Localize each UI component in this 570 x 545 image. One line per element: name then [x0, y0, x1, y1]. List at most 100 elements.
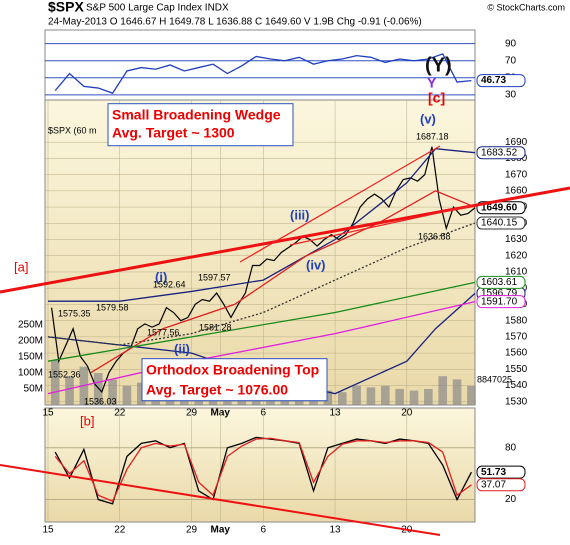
- series-line: [54, 437, 472, 503]
- symbol: $SPX: [48, 0, 84, 15]
- volume-bar: [323, 390, 333, 405]
- annotation: (Y): [425, 54, 452, 76]
- volume-bar: [108, 379, 117, 405]
- volume-tick-label: 200M: [18, 336, 43, 347]
- y-tick-label: 90: [505, 38, 517, 49]
- y-tick-label: 80: [505, 442, 517, 453]
- volume-end-label: 8847025: [477, 374, 512, 384]
- quote: 24-May-2013 O 1646.67 H 1649.78 L 1636.8…: [48, 17, 422, 28]
- y-tick-label: 1660: [505, 185, 528, 196]
- y-tick-label: 1580: [505, 315, 528, 326]
- end-label: 1640.15: [481, 218, 518, 229]
- volume-tick-label: 150M: [18, 352, 43, 363]
- end-label-box: [476, 295, 526, 309]
- annotation: Orthodox Broadening Top: [146, 362, 319, 378]
- series-line: [50, 146, 476, 394]
- annotation: [c]: [428, 90, 445, 106]
- annotation: 1575.35: [58, 308, 91, 318]
- x-tick-label: 6: [261, 525, 267, 536]
- x-tick-label: 29: [186, 525, 198, 536]
- annotation: 1577.56: [147, 327, 180, 337]
- annotation: 1552.36: [48, 369, 81, 379]
- annotation-box: [107, 103, 294, 147]
- series-line: [48, 147, 476, 302]
- annotation: $SPX (60 m: [48, 125, 97, 135]
- y-tick-label: 1540: [505, 380, 528, 391]
- volume-bar: [93, 372, 103, 405]
- annotation: Avg. Target ~ 1300: [112, 125, 235, 141]
- annotation: 1581.28: [199, 322, 232, 332]
- end-label-box: [476, 275, 526, 289]
- y-tick-label: 70: [505, 55, 517, 66]
- y-tick-label: 1690: [505, 137, 528, 148]
- series-line: [54, 53, 472, 94]
- annotation: 1687.18: [416, 131, 449, 141]
- volume-bar: [136, 382, 146, 405]
- volume-bar: [50, 360, 60, 405]
- annotation: 1536.03: [84, 396, 117, 406]
- volume-bar: [424, 388, 433, 405]
- x-tick-label: May: [211, 525, 231, 536]
- annotation-box: [141, 358, 328, 402]
- end-label: 51.73: [481, 467, 506, 478]
- volume-tick-label: 250M: [18, 320, 43, 331]
- volume-bar: [409, 390, 419, 405]
- annotation: (iv): [306, 257, 326, 272]
- annotation: 1636.88: [418, 231, 451, 241]
- watermark: © StockCharts.com: [487, 2, 565, 12]
- volume-bar: [395, 388, 404, 405]
- x-tick-label: 22: [114, 525, 126, 536]
- end-label-box: [476, 478, 526, 492]
- annotation: Small Broadening Wedge: [112, 107, 281, 123]
- y-tick-label: 1530: [505, 396, 528, 407]
- end-label: 1591.70: [481, 296, 518, 307]
- trendline: [239, 145, 441, 263]
- y-tick-label: 30: [505, 90, 517, 101]
- y-tick-label: 1610: [505, 267, 528, 278]
- x-tick-label: 15: [42, 525, 54, 536]
- trendline: [289, 204, 476, 246]
- end-label: 1683.52: [481, 147, 518, 158]
- end-label: 1649.60: [481, 202, 518, 213]
- volume-bar: [467, 385, 476, 405]
- y-tick-label: 1560: [505, 348, 528, 359]
- y-tick-label: 1670: [505, 169, 528, 180]
- volume-bar: [366, 387, 376, 405]
- series-line: [47, 301, 476, 395]
- annotation: (ii): [174, 341, 190, 356]
- annotation: Y: [427, 75, 437, 91]
- end-label-box: [476, 465, 526, 479]
- x-tick-label: 13: [329, 525, 341, 536]
- y-tick-label: 1630: [505, 234, 528, 245]
- volume-tick-label: 50M: [24, 384, 43, 395]
- rsi-panel: [44, 29, 476, 101]
- end-label: 37.07: [481, 479, 506, 490]
- series-line: [90, 190, 476, 374]
- end-label-box: [476, 74, 526, 88]
- volume-bar: [380, 385, 390, 405]
- end-label: 1596.79: [481, 288, 518, 299]
- volume-bar: [122, 385, 132, 405]
- annotation: (v): [420, 111, 436, 126]
- y-tick-label: 1620: [505, 250, 528, 261]
- y-tick-label: 20: [505, 494, 517, 505]
- stoch-panel: [44, 407, 476, 523]
- annotation: [b]: [80, 413, 94, 428]
- end-label: 1603.61: [481, 277, 518, 288]
- series-line: [47, 281, 476, 362]
- volume-bar: [452, 379, 462, 405]
- y-tick-label: 1570: [505, 332, 528, 343]
- price-panel: [44, 99, 476, 406]
- annotation: [a]: [14, 259, 28, 274]
- y-tick-label: 1550: [505, 364, 528, 375]
- annotation: 1592.64: [153, 279, 186, 289]
- annotation: (iii): [290, 207, 310, 222]
- annotation: Avg. Target ~ 1076.00: [146, 382, 288, 398]
- volume-bar: [337, 392, 347, 405]
- annotation: (i): [155, 269, 167, 284]
- annotation: 1579.58: [96, 302, 129, 312]
- annotation: 1597.57: [198, 272, 231, 282]
- index-name: S&P 500 Large Cap Index INDX: [86, 3, 229, 14]
- volume-bar: [352, 385, 361, 405]
